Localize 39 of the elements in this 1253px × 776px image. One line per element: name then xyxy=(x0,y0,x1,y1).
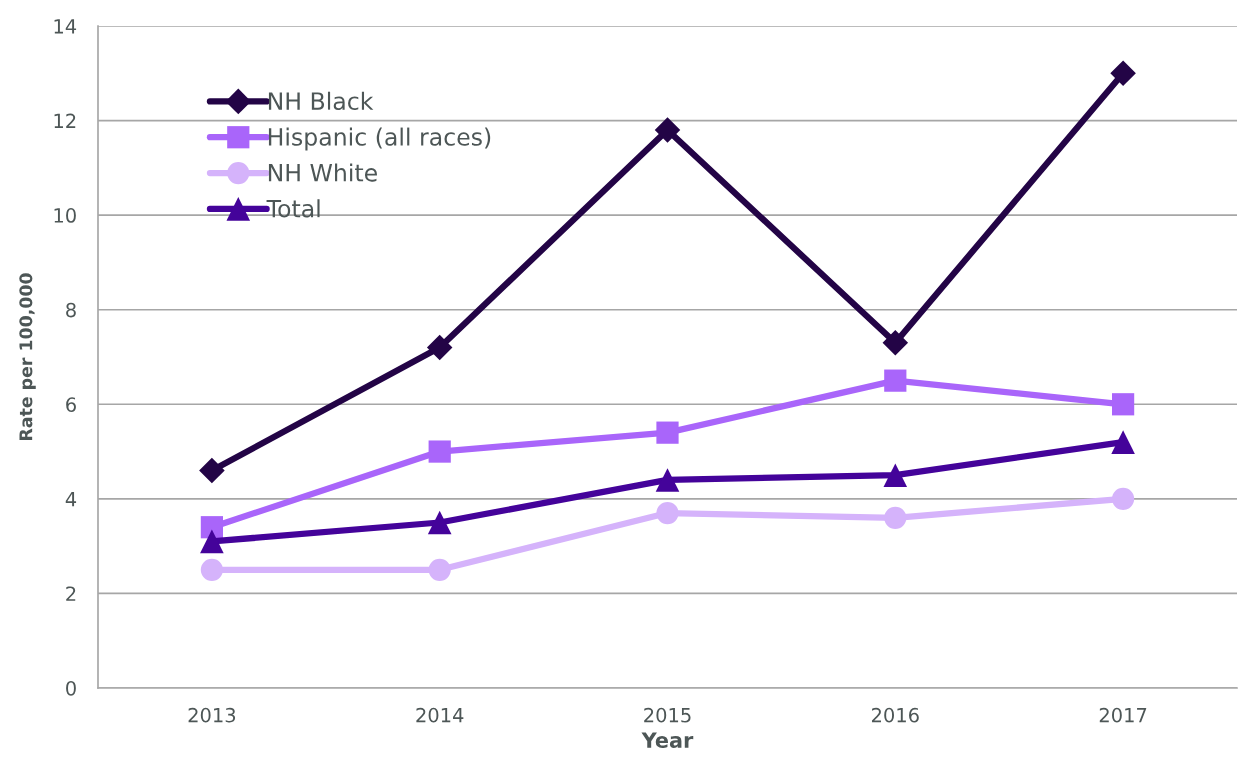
point xyxy=(428,558,451,581)
legend-label: NH White xyxy=(268,163,377,182)
point xyxy=(656,501,679,525)
y-tick-label: 10 xyxy=(54,208,76,223)
y-tick-label: 12 xyxy=(54,113,76,128)
x-tick-label: 2013 xyxy=(188,707,236,723)
point xyxy=(426,334,453,361)
point xyxy=(199,457,225,484)
point xyxy=(1111,487,1135,510)
point xyxy=(656,421,679,444)
point xyxy=(200,516,224,539)
legend-label: NH Black xyxy=(268,91,374,110)
point xyxy=(200,529,224,554)
x-tick-label: 2015 xyxy=(644,707,691,723)
y-tick-label: 8 xyxy=(66,302,76,318)
point xyxy=(655,468,680,492)
point xyxy=(428,440,451,463)
point xyxy=(1110,60,1136,87)
point xyxy=(884,506,907,529)
legend-label: Total xyxy=(266,199,320,218)
x-tick-label: 2017 xyxy=(1099,707,1147,723)
y-axis-title: Rate per 100,000 xyxy=(19,273,36,440)
y-tick-label: 0 xyxy=(66,680,76,696)
y-tick-label: 14 xyxy=(54,19,77,34)
y-tick-label: 4 xyxy=(65,492,77,507)
y-tick-label: 6 xyxy=(66,397,76,412)
point xyxy=(884,369,907,392)
point xyxy=(882,330,909,356)
legend-label: Hispanic (all races) xyxy=(268,127,491,151)
y-tick-label: 2 xyxy=(66,586,76,601)
point xyxy=(427,510,452,535)
point xyxy=(883,463,908,488)
x-axis-title: Year xyxy=(641,732,694,748)
point xyxy=(1111,430,1135,454)
point xyxy=(654,117,681,143)
x-tick-label: 2014 xyxy=(416,707,464,723)
x-tick-label: 2016 xyxy=(871,707,919,723)
point xyxy=(200,558,224,581)
point xyxy=(1111,393,1135,416)
